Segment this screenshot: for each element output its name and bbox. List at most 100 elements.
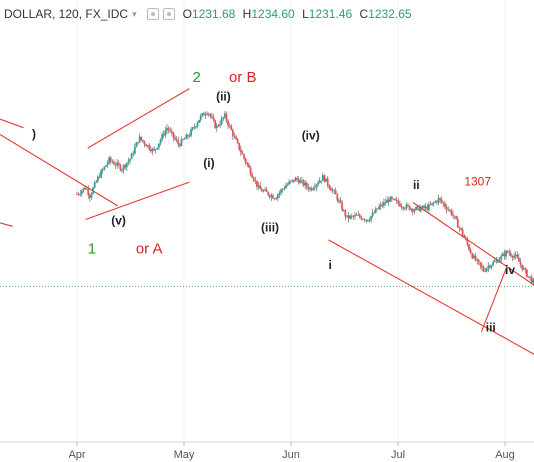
candle-body xyxy=(522,268,525,270)
candle-body xyxy=(402,207,405,209)
candle-body xyxy=(334,190,337,195)
candle-body xyxy=(485,268,488,272)
candle-body xyxy=(464,237,467,240)
candle-body xyxy=(387,199,390,202)
candle-body xyxy=(482,267,485,272)
candle-body xyxy=(137,142,139,144)
candle-body xyxy=(349,215,352,219)
candle-body xyxy=(296,177,299,180)
tick-label-jun: Jun xyxy=(282,449,300,461)
symbol-label[interactable]: DOLLAR, 120, FX_IDC xyxy=(4,7,129,21)
candle-body xyxy=(265,189,268,192)
candle-body xyxy=(151,148,154,152)
candle-body xyxy=(514,254,517,257)
candle-body xyxy=(241,152,244,155)
candle-body xyxy=(305,182,308,187)
candle-body xyxy=(344,210,347,217)
candle-body xyxy=(219,124,221,126)
candle-body xyxy=(432,202,435,204)
candle-body xyxy=(297,179,300,184)
candle-body xyxy=(415,207,417,211)
candle-body xyxy=(264,189,266,191)
candle-body xyxy=(354,215,356,217)
candle-body xyxy=(431,202,434,205)
candle-body xyxy=(452,214,454,216)
candle-body xyxy=(150,149,152,152)
candle-body xyxy=(460,227,462,230)
candle-body xyxy=(164,130,167,136)
candle-body xyxy=(174,137,176,140)
candle-body xyxy=(293,179,295,182)
chevron-down-icon[interactable]: ▾ xyxy=(132,8,137,19)
candle-body xyxy=(127,161,130,164)
candle-body xyxy=(381,204,384,206)
candle-body xyxy=(397,200,400,204)
candle-body xyxy=(403,208,406,210)
candle-body xyxy=(159,139,162,144)
candle-body xyxy=(153,148,156,151)
candle-body xyxy=(315,184,318,188)
candle-body xyxy=(273,198,276,200)
candle-body xyxy=(481,265,483,268)
tick-label-may: May xyxy=(174,449,195,461)
candle-body xyxy=(368,220,371,222)
trend-line xyxy=(87,88,190,149)
wave-label: i xyxy=(328,258,331,272)
candle-body xyxy=(413,210,416,212)
candle-body xyxy=(484,271,487,273)
candle-body xyxy=(132,153,135,155)
candle-body xyxy=(239,149,242,153)
candle-body xyxy=(284,185,287,189)
candle-body xyxy=(177,140,180,145)
candle-body xyxy=(304,182,307,186)
wave-label: (iii) xyxy=(261,220,279,234)
candle-body xyxy=(476,259,479,261)
high-value: 1234.60 xyxy=(251,7,295,21)
candle-body xyxy=(325,178,327,182)
candle-body xyxy=(117,162,120,166)
candle-body xyxy=(154,149,157,151)
candle-body xyxy=(400,206,403,208)
settings-icon[interactable] xyxy=(162,8,175,20)
candle-body xyxy=(338,200,340,202)
low-key: L xyxy=(302,7,309,21)
candle-body xyxy=(497,260,499,263)
candle-body xyxy=(100,170,103,178)
candle-body xyxy=(243,154,246,159)
wave-label: (i) xyxy=(203,156,214,170)
candle-body xyxy=(211,116,213,118)
candle-body xyxy=(236,139,239,143)
candle-body xyxy=(209,113,212,117)
candle-body xyxy=(493,261,496,263)
candle-body xyxy=(178,144,181,147)
candle-body xyxy=(109,157,112,162)
candle-body xyxy=(180,139,183,147)
candle-body xyxy=(500,255,503,260)
candle-body xyxy=(424,206,427,209)
candle-body xyxy=(246,162,249,165)
candle-body xyxy=(503,253,506,257)
candle-body xyxy=(320,180,323,182)
candle-body xyxy=(469,249,472,254)
candle-body xyxy=(230,125,233,131)
wave-label: (v) xyxy=(111,214,126,228)
candle-body xyxy=(161,134,164,140)
candle-body xyxy=(399,203,401,207)
eye-icon[interactable] xyxy=(146,8,159,20)
candle-body xyxy=(328,185,331,189)
candle-body xyxy=(114,164,117,166)
candle-body xyxy=(331,190,334,192)
candle-body xyxy=(391,196,393,199)
candle-body xyxy=(113,162,115,165)
time-axis: Apr May Jun Jul Aug xyxy=(68,442,515,461)
candle-body xyxy=(195,126,197,128)
candle-body xyxy=(333,190,335,192)
candle-body xyxy=(138,136,141,143)
candle-body xyxy=(199,115,202,120)
candle-body xyxy=(395,200,398,202)
candle-body xyxy=(448,209,451,211)
candle-body xyxy=(526,269,528,277)
candle-body xyxy=(447,209,450,211)
candle-body xyxy=(125,163,128,168)
